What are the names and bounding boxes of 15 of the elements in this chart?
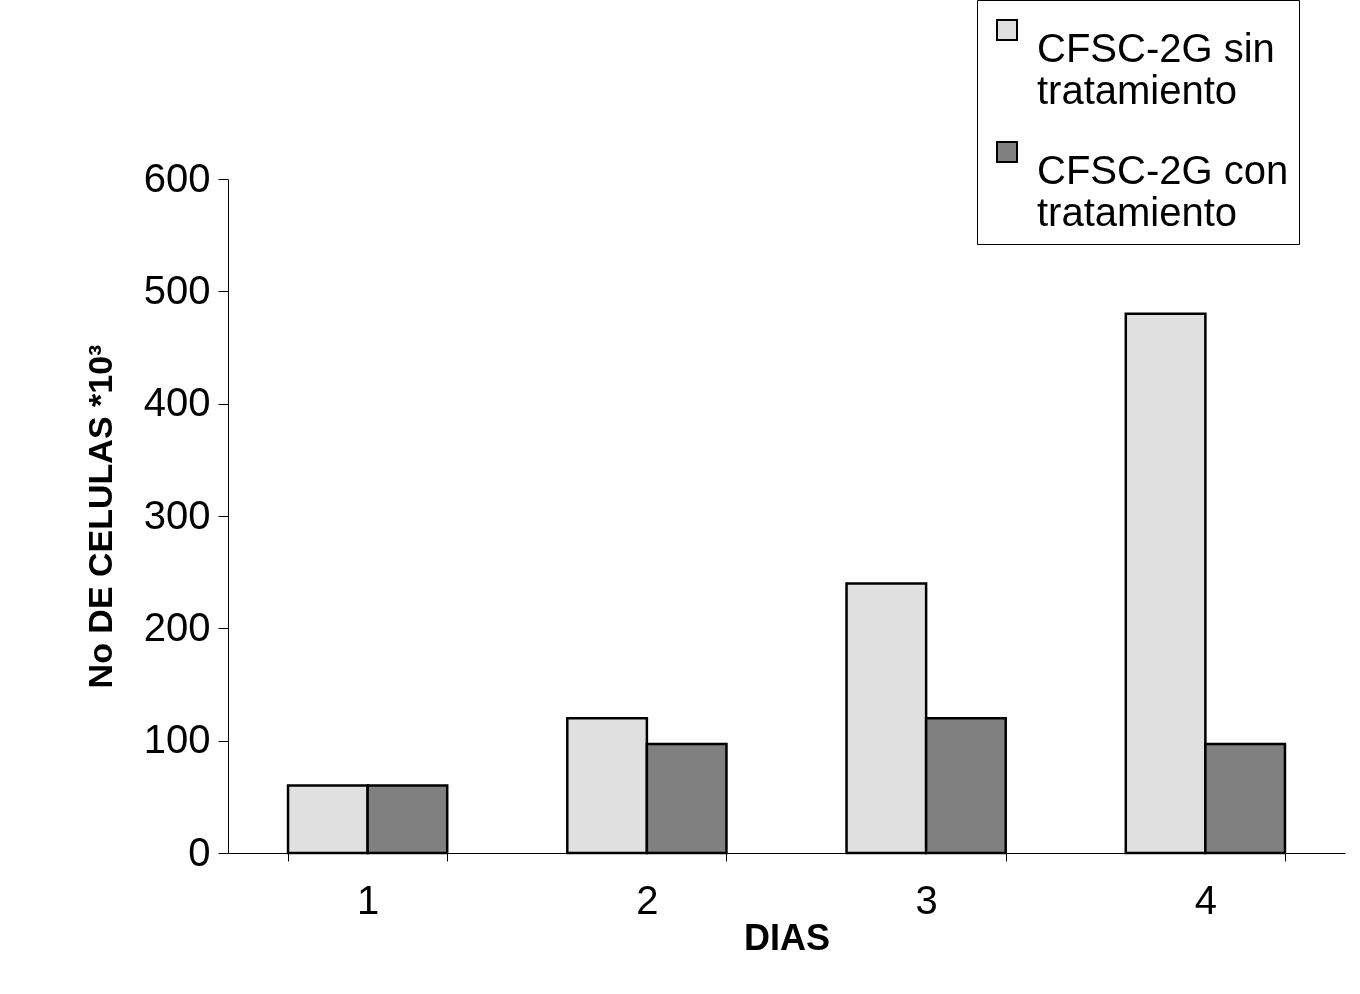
x-tick-label: 4 [1194,877,1217,922]
x-tick-label: 1 [357,877,380,922]
legend-label: CFSC-2G con tratamiento [1037,148,1289,234]
y-tick-label: 0 [188,829,211,874]
x-axis-title: DIAS [743,916,831,958]
y-tick-label: 300 [143,492,211,537]
y-tick-label: 400 [143,380,211,425]
y-tick-label: 600 [143,155,211,200]
y-tick-label: 200 [143,604,211,649]
x-tick-label: 3 [915,877,938,922]
x-tick-label: 2 [636,877,659,922]
y-tick-label: 100 [143,717,211,762]
legend-label: CFSC-2G sin tratamiento [1037,26,1275,112]
y-axis-title: No DE CELULAS *10³ [80,344,119,689]
y-tick-label: 500 [143,267,211,312]
